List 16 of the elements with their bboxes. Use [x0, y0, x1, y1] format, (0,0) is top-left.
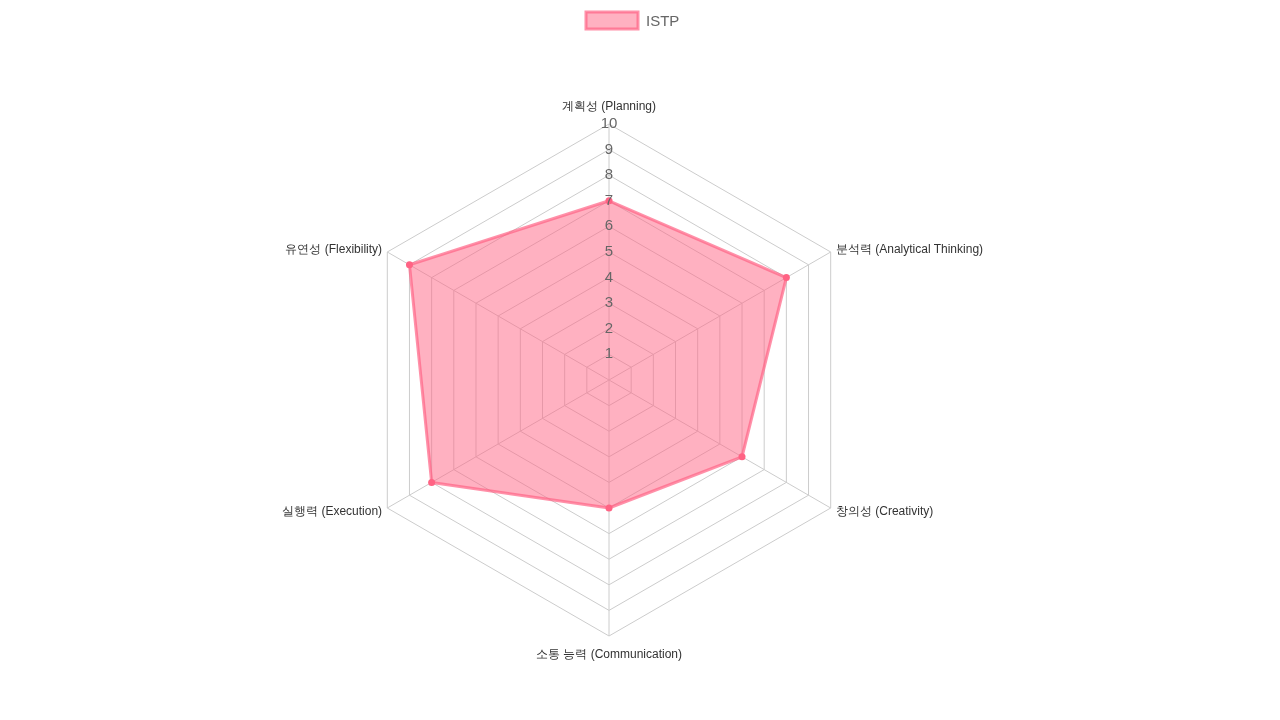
y-tick-label: 9 [604, 139, 614, 157]
spoke-label: 유연성 (Flexibility) [285, 242, 383, 256]
y-tick-label: 4 [604, 267, 614, 285]
y-tick-label: 5 [604, 241, 614, 259]
y-tick-label: 1 [604, 344, 614, 362]
spoke-label: 창의성 (Creativity) [835, 504, 934, 518]
y-tick-label: 6 [604, 216, 614, 234]
y-tick-label: 2 [604, 318, 614, 336]
y-tick-label: 8 [604, 165, 614, 183]
spoke-label: 소통 능력 (Communication) [535, 647, 683, 661]
spoke-label: 실행력 (Execution) [282, 504, 383, 518]
legend-label: ISTP [646, 12, 680, 29]
y-tick-label: 10 [600, 113, 618, 131]
spoke-label: 분석력 (Analytical Thinking) [835, 242, 984, 256]
spoke-label: 계획성 (Planning) [561, 99, 657, 113]
y-tick-label: 3 [604, 293, 614, 311]
